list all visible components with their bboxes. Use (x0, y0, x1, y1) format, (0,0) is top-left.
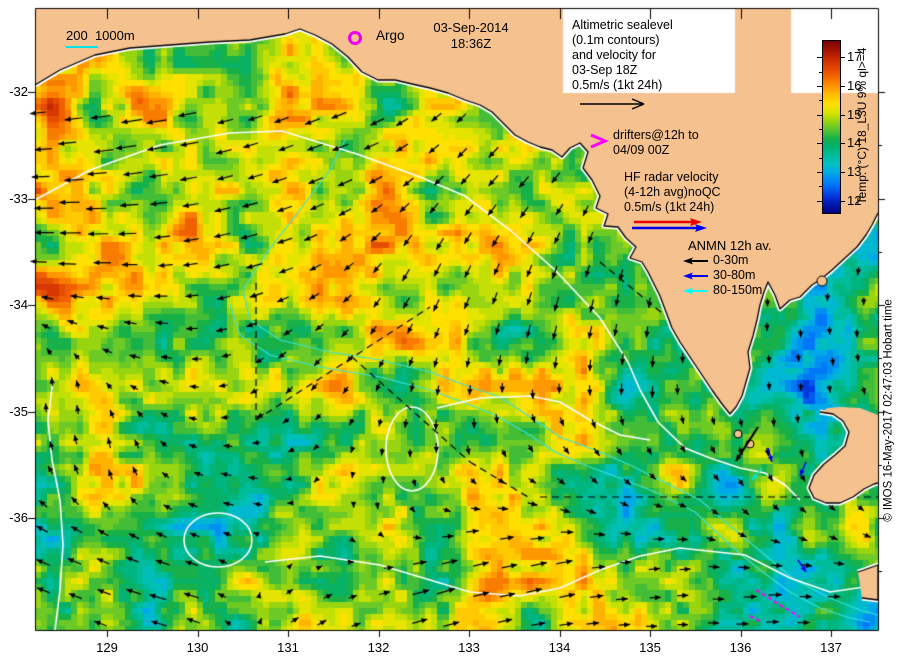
colorbar-label: Temp. (°C) 18_L3U 9% ql>=4 (855, 47, 869, 205)
colorbar-tick-mark (817, 57, 822, 59)
colorbar-minor-tick (819, 186, 822, 188)
drifter-chevron-icon (590, 133, 609, 149)
altimetry-legend-line: and velocity for (572, 48, 657, 62)
drifters-legend-line: drifters@12h to (613, 128, 699, 142)
anmn-depth-arrow-icon (683, 287, 708, 294)
colorbar-minor-tick (819, 157, 822, 159)
colorbar-minor-tick (819, 128, 822, 130)
hf-radar-arrows-icon (632, 218, 707, 232)
isobath-200-label: 200 (66, 28, 88, 43)
isobath-1000-label: 1000m (94, 28, 135, 43)
colorbar-tick-mark (817, 171, 822, 173)
anmn-legend: ANMN 12h av. 0-30m 30-80m 80-150m (682, 238, 772, 298)
altimetry-velocity-arrow-icon (580, 98, 645, 110)
x-tick-label: 132 (367, 640, 390, 655)
hf-radar-legend-line: (4-12h avg)noQC (624, 185, 721, 199)
y-tick-label: -34 (9, 297, 28, 312)
isobath-200-line (66, 46, 98, 48)
colorbar-tick-mark (817, 85, 822, 87)
hf-radar-legend-text: HF radar velocity (4-12h avg)noQC 0.5m/s (… (624, 170, 721, 215)
x-tick-label: 129 (96, 640, 118, 655)
colorbar-tick-mark (817, 114, 822, 116)
anmn-legend-row: 30-80m (682, 268, 772, 283)
colorbar-tick-label: 13 (847, 163, 862, 179)
altimetry-legend-line: Altimetric sealevel (572, 18, 673, 32)
anmn-depth-arrow-icon (683, 257, 708, 264)
drifters-legend: drifters@12h to 04/09 00Z (613, 128, 699, 158)
y-tick-label: -36 (9, 510, 28, 525)
colorbar-tick-label: 12 (847, 192, 862, 208)
x-tick-label: 134 (548, 640, 571, 655)
colorbar-tick-mark (840, 171, 845, 173)
argo-label: Argo (376, 28, 405, 43)
colorbar-tick-label: 15 (847, 106, 862, 122)
temperature-colorbar (822, 40, 841, 214)
colorbar-minor-tick (819, 100, 822, 102)
anmn-rows: 0-30m 30-80m 80-150m (682, 253, 772, 298)
colorbar-tick-mark (840, 57, 845, 59)
colorbar-tick-mark (817, 200, 822, 202)
drifters-legend-text: drifters@12h to 04/09 00Z (613, 128, 699, 158)
x-tick-label: 131 (277, 640, 299, 655)
anmn-legend-row: 80-150m (682, 283, 772, 298)
colorbar-tick-label: 17 (847, 49, 862, 65)
copyright-text: © IMOS 16-May-2017 02:47:03 Hobart time (882, 299, 895, 522)
anmn-depth-label: 0-30m (713, 253, 749, 267)
colorbar-tick-mark (840, 200, 845, 202)
anmn-depth-arrow-icon (683, 272, 708, 279)
hf-radar-legend: HF radar velocity (4-12h avg)noQC 0.5m/s (… (624, 170, 721, 238)
altimetry-legend-line: (0.1m contours) (572, 33, 660, 47)
hf-radar-legend-line: HF radar velocity (624, 170, 719, 184)
x-tick-label: 130 (186, 640, 209, 655)
argo-float-icon (348, 31, 362, 45)
colorbar-tick-mark (817, 143, 822, 145)
drifters-legend-line: 04/09 00Z (613, 143, 670, 157)
x-tick-label: 136 (729, 640, 752, 655)
anmn-depth-label: 30-80m (713, 268, 756, 282)
altimetry-legend-text: Altimetric sealevel (0.1m contours) and ve… (572, 18, 673, 93)
y-tick-label: -35 (9, 403, 28, 419)
y-tick-label: -33 (9, 190, 28, 206)
colorbar-minor-tick (819, 71, 822, 73)
anmn-title: ANMN 12h av. (688, 238, 772, 253)
anmn-depth-label: 80-150m (713, 283, 763, 297)
anmn-legend-row: 0-30m (682, 253, 772, 268)
altimetry-legend: Altimetric sealevel (0.1m contours) and ve… (572, 18, 673, 116)
colorbar-tick-label: 16 (847, 77, 862, 93)
colorbar-tick-mark (840, 143, 845, 145)
map-date: 03-Sep-2014 (433, 20, 509, 35)
x-tick-label: 135 (639, 640, 661, 655)
x-tick-label: 137 (820, 640, 842, 655)
colorbar-tick-mark (840, 114, 845, 116)
hf-radar-legend-line: 0.5m/s (1kt 24h) (624, 200, 715, 214)
altimetry-legend-line: 0.5m/s (1kt 24h) (572, 78, 663, 92)
x-tick-label: 133 (458, 640, 480, 655)
map-time: 18:36Z (450, 36, 492, 51)
y-tick-label: -32 (9, 84, 28, 99)
altimetry-legend-line: 03-Sep 18Z (572, 63, 638, 77)
isobath-legend: 200 1000m (66, 28, 135, 43)
colorbar-tick-mark (840, 85, 845, 87)
colorbar-tick-label: 14 (847, 135, 862, 151)
